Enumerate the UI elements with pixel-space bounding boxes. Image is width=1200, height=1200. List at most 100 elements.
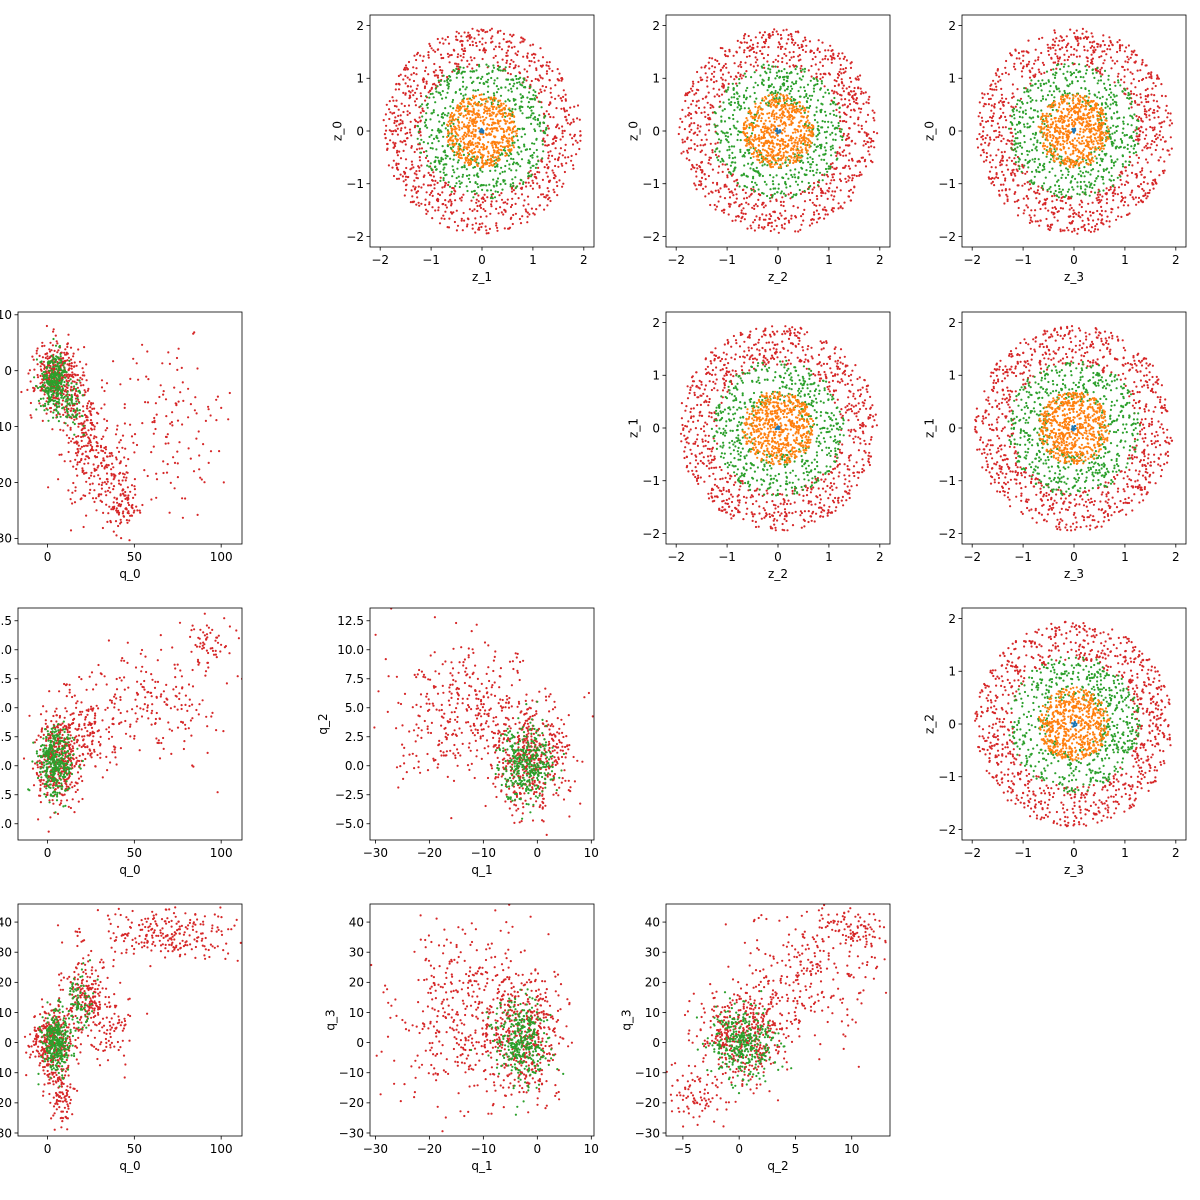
data-point-green (512, 161, 516, 164)
data-point-orange (777, 166, 781, 169)
data-point-green (763, 163, 766, 166)
data-point-red (756, 58, 759, 61)
data-point-green (483, 82, 486, 85)
data-point-red (518, 71, 521, 74)
data-point-green (726, 149, 729, 152)
data-point-orange (456, 104, 459, 107)
data-point-red (477, 33, 480, 36)
data-point-green (818, 154, 821, 157)
data-point-red (1123, 81, 1126, 84)
data-point-orange (479, 104, 482, 107)
data-point-orange (790, 139, 793, 142)
data-point-red (556, 194, 559, 197)
data-point-red (841, 207, 844, 210)
data-point-green (733, 93, 736, 96)
data-point-red (451, 186, 454, 190)
data-point-red (686, 149, 689, 152)
data-point-red (1117, 72, 1120, 75)
data-point-red (1034, 59, 1037, 62)
data-point-orange (778, 158, 781, 161)
data-point-red (855, 78, 858, 81)
data-point-red (428, 201, 431, 204)
data-point-red (770, 225, 773, 228)
data-point-red (815, 72, 818, 75)
data-point-green (827, 126, 830, 129)
data-point-red (1099, 200, 1102, 203)
data-point-red (708, 56, 711, 60)
data-point-red (831, 166, 834, 169)
data-point-green (767, 76, 771, 79)
data-point-orange (766, 112, 769, 115)
data-point-blue (775, 127, 779, 130)
data-point-orange (801, 105, 804, 108)
data-point-green (728, 102, 731, 105)
data-point-red (548, 196, 551, 199)
series-red (382, 27, 582, 235)
data-point-red (1160, 125, 1163, 129)
data-point-red (447, 183, 450, 187)
data-point-orange (467, 97, 470, 100)
data-point-green (745, 98, 748, 101)
data-point-orange (496, 146, 499, 149)
data-point-red (425, 191, 428, 194)
data-point-red (793, 65, 796, 68)
data-point-green (445, 163, 448, 166)
data-point-orange (495, 129, 498, 132)
data-point-orange (768, 120, 771, 123)
data-point-green (829, 133, 832, 136)
data-point-green (742, 96, 746, 99)
data-point-red (523, 68, 526, 71)
data-point-red (399, 129, 402, 132)
data-point-green (819, 87, 823, 90)
data-point-orange (782, 94, 785, 97)
data-point-red (1041, 203, 1044, 206)
data-point-red (531, 53, 534, 56)
data-point-orange (799, 119, 802, 122)
data-point-red (1033, 75, 1036, 79)
data-point-red (487, 232, 490, 235)
data-point-red (1090, 58, 1093, 62)
data-point-orange (484, 132, 487, 135)
data-point-orange (758, 150, 761, 153)
data-point-red (405, 183, 408, 186)
data-point-orange (806, 149, 809, 152)
data-point-green (788, 72, 791, 75)
data-point-red (739, 63, 742, 66)
data-point-red (1022, 65, 1025, 68)
data-point-orange (496, 119, 499, 122)
data-point-orange (501, 115, 504, 118)
data-point-red (419, 54, 422, 57)
data-point-orange (468, 102, 471, 106)
data-point-green (435, 90, 438, 93)
data-point-green (815, 145, 818, 148)
data-point-red (745, 201, 748, 204)
data-point-red (735, 82, 738, 85)
data-point-red (743, 49, 746, 52)
data-point-red (990, 116, 994, 119)
data-point-green (782, 192, 786, 195)
data-point-red (1132, 51, 1135, 54)
data-point-red (1082, 225, 1085, 228)
data-point-red (790, 217, 793, 220)
data-point-green (729, 103, 733, 107)
data-point-green (735, 127, 738, 130)
data-point-orange (466, 124, 469, 127)
data-point-green (499, 94, 503, 97)
data-point-orange (793, 101, 796, 104)
data-point-red (1017, 51, 1021, 55)
data-point-red (470, 36, 473, 39)
data-point-red (466, 65, 469, 68)
data-point-orange (804, 143, 807, 147)
data-point-green (753, 71, 756, 74)
data-point-red (441, 69, 444, 72)
data-point-green (727, 135, 730, 138)
data-point-orange (771, 113, 774, 116)
data-point-green (786, 88, 789, 91)
data-point-green (455, 176, 458, 180)
data-point-green (784, 183, 788, 186)
data-point-green (804, 122, 807, 126)
data-point-red (744, 191, 747, 194)
data-point-green (528, 106, 532, 110)
data-point-green (519, 165, 522, 168)
data-point-orange (756, 110, 759, 113)
